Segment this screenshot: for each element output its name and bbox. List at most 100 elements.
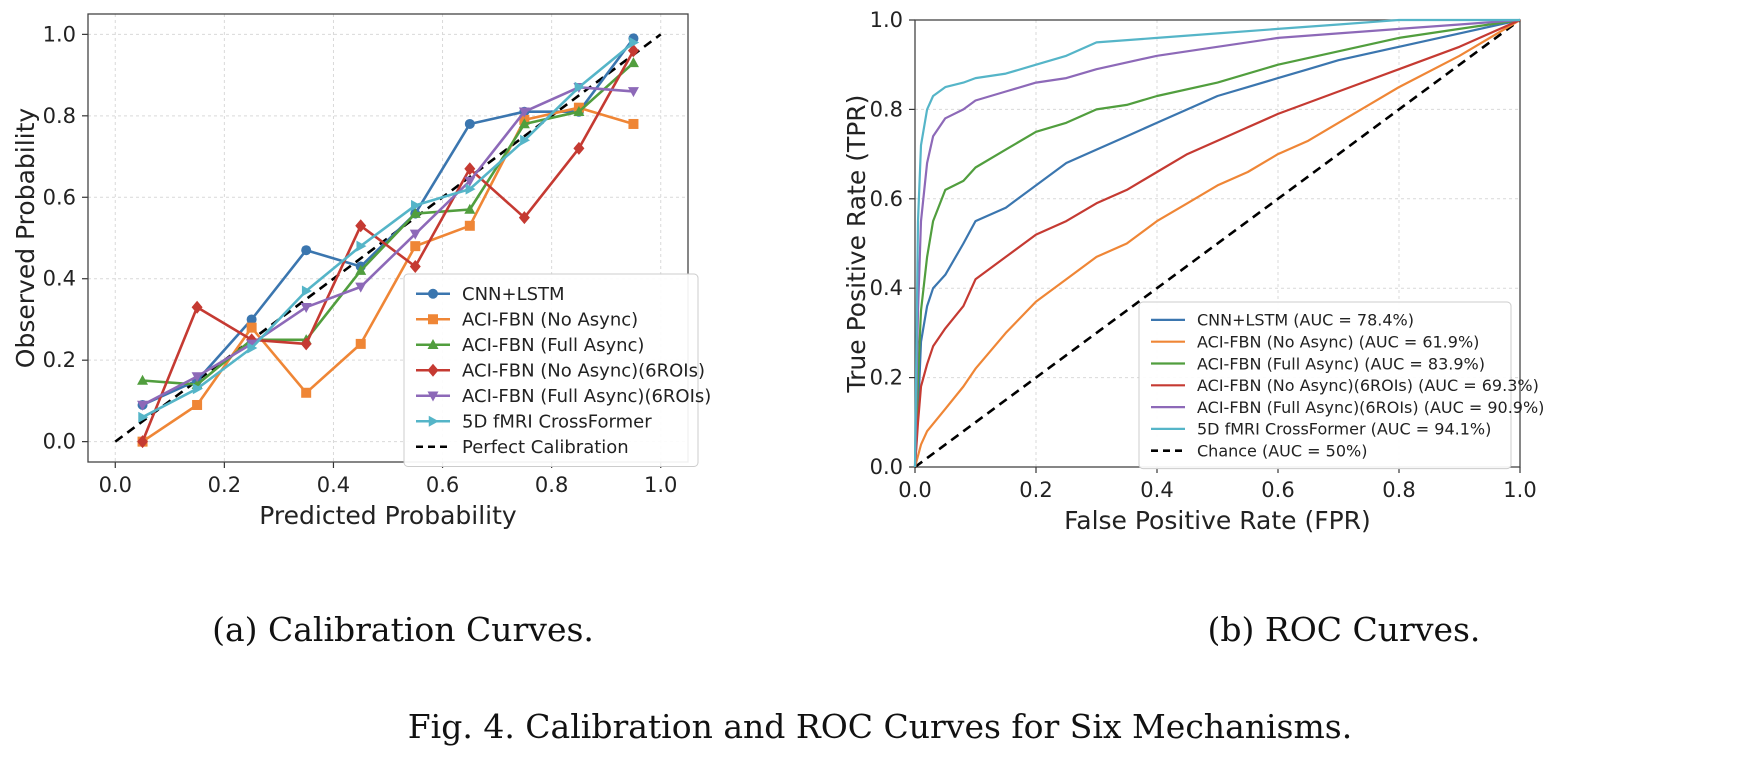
legend-label: ACI-FBN (No Async) (AUC = 61.9%) — [1197, 332, 1479, 351]
data-point — [464, 220, 475, 231]
y-tick-label: 1.0 — [870, 8, 903, 32]
data-point — [355, 282, 367, 293]
y-tick-label: 0.0 — [43, 430, 76, 454]
reference-line — [914, 18, 1521, 469]
series-line-6 — [913, 18, 1520, 468]
legend-label: ACI-FBN (Full Async) — [462, 335, 644, 356]
x-tick-label: 0.2 — [208, 473, 241, 497]
data-point — [464, 162, 476, 176]
series-line-6 — [141, 41, 635, 419]
data-point — [628, 118, 639, 129]
legend-label: 5D fMRI CrossFormer — [462, 412, 652, 433]
plot-frame — [87, 13, 689, 463]
data-point — [409, 229, 421, 240]
x-tick-label: 0.0 — [898, 478, 931, 502]
data-point — [246, 322, 257, 333]
figure-caption: Fig. 4. Calibration and ROC Curves for S… — [408, 707, 1352, 746]
data-point — [300, 302, 312, 313]
data-point — [301, 387, 312, 398]
data-point — [464, 203, 476, 214]
data-point — [355, 338, 366, 349]
reference-line — [114, 33, 662, 443]
data-point — [301, 285, 312, 297]
data-point — [137, 435, 149, 449]
y-tick-label: 0.4 — [870, 276, 903, 300]
data-point — [137, 374, 149, 385]
data-point — [465, 183, 476, 195]
series-line-4 — [913, 18, 1521, 468]
series-line-1 — [141, 37, 635, 407]
legend-marker — [428, 288, 438, 299]
x-tick-label: 1.0 — [644, 473, 677, 497]
data-point — [573, 105, 585, 116]
series-line-5 — [141, 86, 634, 407]
y-tick-label: 0.6 — [870, 187, 903, 211]
legend-label: ACI-FBN (No Async)(6ROIs) — [462, 361, 705, 382]
y-tick-label: 0.2 — [43, 348, 76, 372]
data-point — [627, 87, 639, 98]
data-point — [191, 300, 203, 314]
subcaption-b: (b) ROC Curves. — [1208, 610, 1481, 649]
data-point — [573, 141, 585, 155]
x-tick-label: 0.4 — [317, 473, 350, 497]
y-axis-label: True Positive Rate (TPR) — [842, 95, 871, 394]
legend-label: 5D fMRI CrossFormer (AUC = 94.1%) — [1197, 420, 1491, 439]
legend-marker — [428, 415, 439, 427]
legend-label: CNN+LSTM — [462, 284, 565, 305]
y-tick-label: 0.4 — [43, 267, 76, 291]
data-point — [574, 81, 585, 93]
data-point — [137, 400, 149, 411]
legend-label: ACI-FBN (Full Async)(6ROIs) (AUC = 90.9%… — [1197, 398, 1544, 417]
series-line-5 — [913, 18, 1521, 468]
data-point — [627, 57, 639, 68]
legend-box — [403, 273, 699, 467]
data-point — [629, 37, 640, 49]
data-point — [246, 314, 257, 325]
legend-marker — [428, 314, 438, 325]
x-tick-label: 0.8 — [535, 473, 568, 497]
series-line-1 — [913, 18, 1521, 468]
data-point — [246, 339, 258, 350]
data-point — [409, 260, 421, 274]
data-point — [355, 264, 367, 275]
x-tick-label: 0.2 — [1019, 478, 1052, 502]
subcaption-a: (a) Calibration Curves. — [212, 610, 594, 649]
y-tick-label: 0.6 — [43, 185, 76, 209]
data-point — [300, 337, 312, 351]
x-axis-label: Predicted Probability — [259, 501, 517, 530]
data-point — [192, 383, 203, 395]
data-point — [356, 240, 367, 252]
legend-label: Perfect Calibration — [462, 437, 629, 458]
y-tick-label: 1.0 — [43, 22, 76, 46]
series-line-2 — [913, 19, 1521, 468]
x-axis-label: False Positive Rate (FPR) — [1064, 506, 1371, 535]
x-tick-label: 1.0 — [1503, 478, 1536, 502]
y-tick-label: 0.8 — [870, 97, 903, 121]
series-line-3 — [913, 18, 1521, 468]
x-tick-label: 0.6 — [1261, 478, 1294, 502]
data-point — [355, 219, 367, 233]
series-line-3 — [142, 61, 635, 386]
data-point — [138, 411, 149, 423]
y-tick-label: 0.2 — [870, 366, 903, 390]
y-tick-label: 0.0 — [870, 455, 903, 479]
data-point — [301, 245, 312, 256]
legend-label: Chance (AUC = 50%) — [1197, 441, 1367, 460]
data-point — [191, 372, 203, 383]
legend-marker — [427, 363, 439, 377]
data-point — [247, 342, 258, 354]
data-point — [410, 241, 421, 252]
data-point — [518, 211, 530, 225]
data-point — [627, 44, 639, 58]
data-point — [520, 134, 531, 146]
legend-label: ACI-FBN (Full Async) (AUC = 83.9%) — [1197, 354, 1485, 373]
legend-label: CNN+LSTM (AUC = 78.4%) — [1197, 311, 1414, 330]
x-tick-label: 0.4 — [1140, 478, 1173, 502]
legend-marker — [427, 339, 439, 349]
y-axis-label: Observed Probability — [11, 108, 40, 369]
data-point — [409, 207, 421, 218]
legend-label: ACI-FBN (Full Async)(6ROIs) — [462, 386, 711, 407]
data-point — [192, 399, 203, 410]
legend-label: ACI-FBN (No Async) — [462, 310, 638, 331]
